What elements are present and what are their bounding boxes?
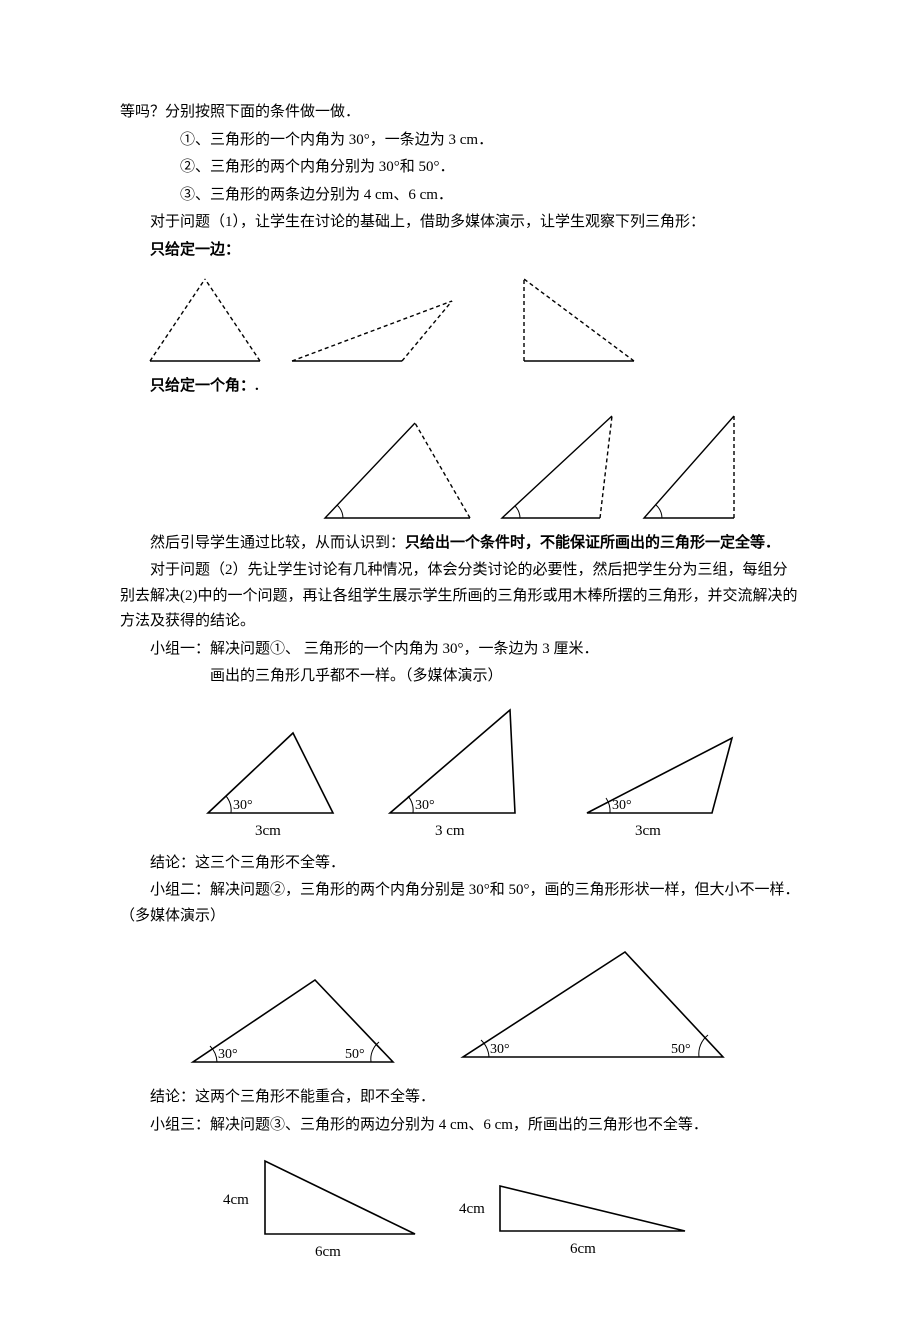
side-label: 3 cm [435,823,465,839]
heading-one-angle: 只给定一个角：. [120,374,800,400]
triangle-two-angles: 30° 50° [175,962,415,1077]
text-bold: 只给出一个条件时，不能保证所画出的三角形一定全等． [405,535,780,551]
angle-label: 30° [490,1042,510,1057]
side-label: 4cm [223,1192,249,1208]
side-label: 4cm [459,1201,485,1217]
document-page: 等吗？分别按照下面的条件做一做． ①、三角形的一个内角为 30°，一条边为 3 … [0,0,920,1329]
triangle-dashed [140,271,270,366]
angle-label: 30° [415,798,435,813]
figure-group1: 30° 3cm 30° 3 cm 30° 3cm [120,698,800,843]
triangle-two-sides: 4cm 6cm [215,1146,435,1261]
text-line: 等吗？分别按照下面的条件做一做． [120,100,800,126]
triangle-labeled: 30° 3 cm [365,698,545,843]
angle-label: 30° [233,798,253,813]
text-line: 对于问题（1），让学生在讨论的基础上，借助多媒体演示，让学生观察下列三角形： [120,210,800,236]
angle-label: 30° [612,798,632,813]
triangle-dashed [282,291,462,366]
figure-group2: 30° 50° 30° 50° [120,937,800,1077]
figure-one-angle [310,408,800,523]
text-line: 小组二：解决问题②，三角形的两个内角分别是 30°和 50°，画的三角形形状一样… [120,878,800,929]
triangle-dashed [634,408,749,523]
text-line: 结论：这两个三角形不能重合，即不全等． [120,1085,800,1111]
text-line: ②、三角形的两个内角分别为 30°和 50°． [120,155,800,181]
text-line: 小组三：解决问题③、三角形的两边分别为 4 cm、6 cm，所画出的三角形也不全… [120,1113,800,1139]
text-span: 然后引导学生通过比较，从而认识到： [150,535,405,551]
angle-label: 50° [345,1047,365,1062]
side-label: 3cm [255,823,281,839]
text-line: 小组一：解决问题①、 三角形的一个内角为 30°，一条边为 3 厘米． [120,637,800,663]
triangle-two-angles: 30° 50° [445,937,745,1077]
triangle-two-sides: 4cm 6cm [455,1161,705,1261]
figure-group3: 4cm 6cm 4cm 6cm [120,1146,800,1261]
triangle-dashed [492,408,622,523]
triangle-labeled: 30° 3cm [173,713,353,843]
angle-label: 50° [671,1042,691,1057]
triangle-labeled: 30° 3cm [557,713,747,843]
text-line: 结论：这三个三角形不全等． [120,851,800,877]
heading-one-side: 只给定一边： [120,238,800,264]
side-label: 6cm [315,1244,341,1260]
text-line: 然后引导学生通过比较，从而认识到：只给出一个条件时，不能保证所画出的三角形一定全… [120,531,800,557]
figure-one-side [140,271,800,366]
text-line: 画出的三角形几乎都不一样。（多媒体演示） [120,664,800,690]
side-label: 6cm [570,1241,596,1257]
angle-label: 30° [218,1047,238,1062]
text-line: 对于问题（2）先让学生讨论有几种情况，体会分类讨论的必要性，然后把学生分为三组，… [120,558,800,635]
text-line: ①、三角形的一个内角为 30°，一条边为 3 cm． [120,128,800,154]
text-line: ③、三角形的两条边分别为 4 cm、6 cm． [120,183,800,209]
side-label: 3cm [635,823,661,839]
triangle-dashed [494,271,664,366]
triangle-dashed [310,413,480,523]
